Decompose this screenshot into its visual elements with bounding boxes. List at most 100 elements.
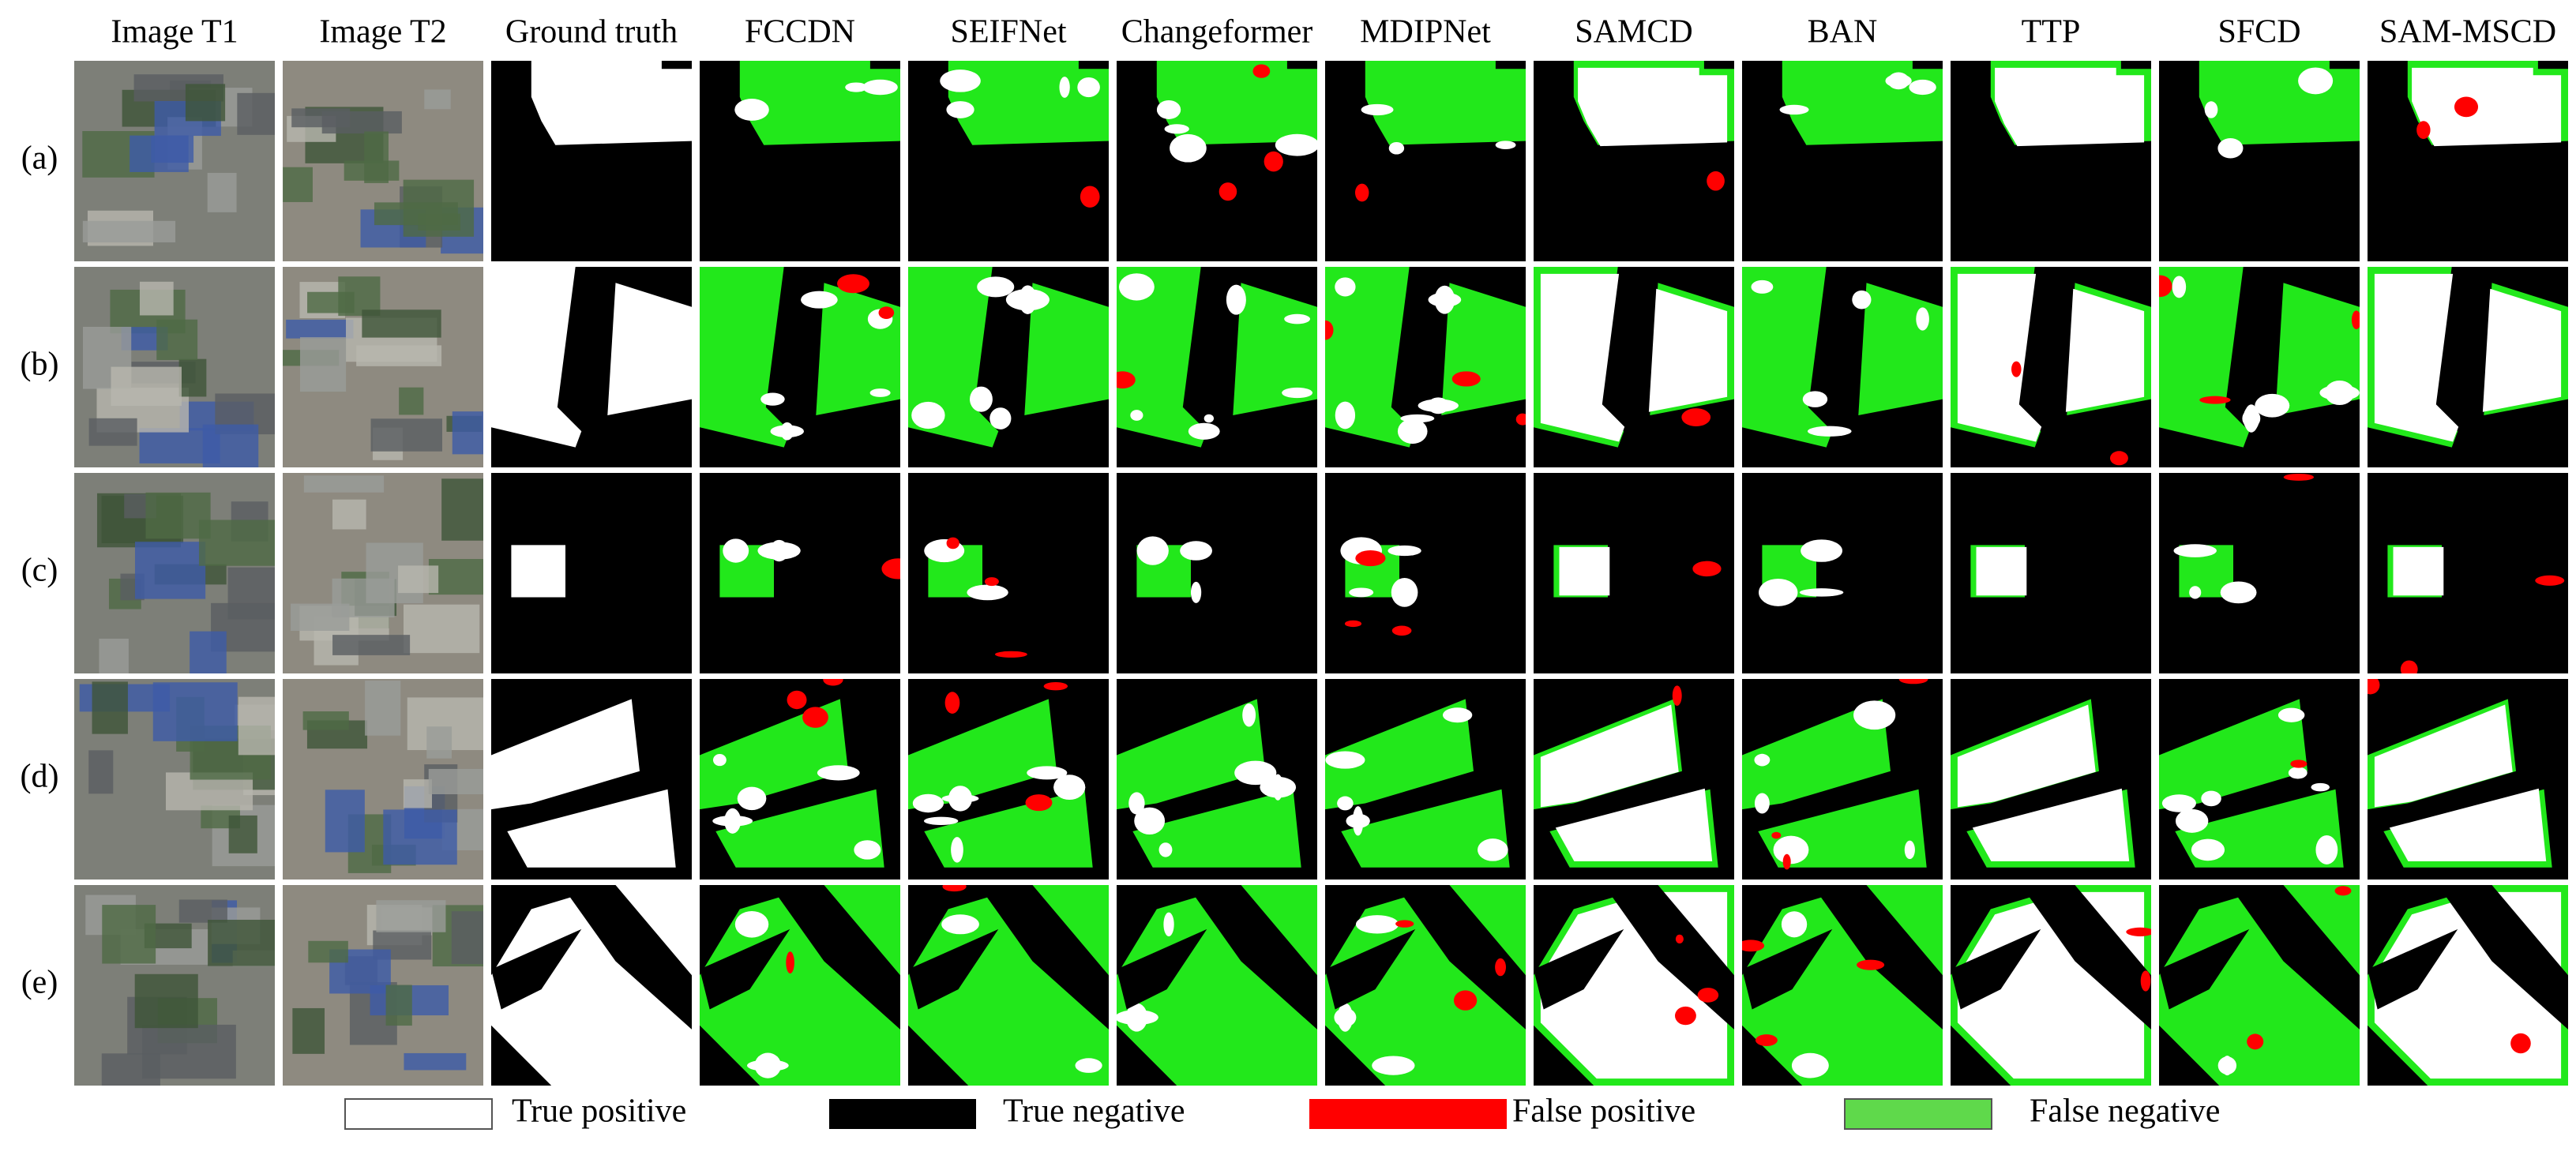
- satellite-image: [74, 61, 275, 261]
- change-map: [1325, 679, 1526, 880]
- true-positive: [941, 914, 979, 935]
- panel-content: [700, 679, 900, 880]
- image-texture: [452, 411, 483, 455]
- panel-content: [908, 61, 1109, 261]
- true-positive: [1234, 760, 1277, 786]
- change-map: [1117, 679, 1317, 880]
- true-positive: [911, 401, 945, 429]
- change-map: [2368, 885, 2568, 1086]
- false-positive: [1395, 920, 1414, 928]
- panel-content: [283, 679, 483, 880]
- false-negative: [1742, 699, 1891, 810]
- true-positive: [2311, 782, 2330, 792]
- true-negative: [561, 885, 692, 1030]
- image-texture: [92, 681, 128, 734]
- image-texture: [292, 1007, 325, 1054]
- false-positive: [1898, 679, 1928, 685]
- true-positive: [1059, 77, 1070, 98]
- false-negative: [700, 267, 790, 448]
- true-positive: [1349, 587, 1374, 598]
- true-negative: [2229, 885, 2360, 1030]
- true-positive: [1397, 418, 1428, 444]
- image-texture: [207, 172, 237, 212]
- true-positive: [2277, 707, 2305, 722]
- true-positive: [1325, 751, 1365, 769]
- satellite-image: [283, 885, 483, 1086]
- row-label: (b): [21, 347, 59, 383]
- column-header: Image T2: [319, 14, 446, 51]
- panel-content: [1325, 885, 1526, 1086]
- change-map: [1534, 679, 1734, 880]
- true-positive: [1284, 313, 1311, 324]
- true-positive: [1158, 842, 1173, 857]
- true-positive: [2389, 788, 2547, 861]
- image-texture: [365, 681, 401, 736]
- true-positive: [2175, 808, 2209, 833]
- true-positive: [2298, 67, 2334, 95]
- panel-content: [908, 679, 1109, 880]
- true-positive: [1754, 753, 1771, 767]
- true-positive: [1363, 105, 1391, 114]
- true-positive: [1204, 414, 1215, 423]
- true-positive: [2374, 704, 2513, 808]
- image-texture: [202, 424, 259, 467]
- false-negative: [1132, 789, 1301, 868]
- false-positive: [837, 274, 869, 294]
- true-positive: [1759, 586, 1797, 599]
- true-positive: [1976, 546, 2027, 596]
- legend-label: True positive: [512, 1093, 686, 1130]
- change-map: [700, 885, 900, 1086]
- true-positive: [1807, 426, 1852, 437]
- true-positive: [2217, 137, 2244, 159]
- change-map: [908, 267, 1109, 467]
- false-positive: [1672, 685, 1682, 706]
- true-positive: [989, 407, 1012, 429]
- true-positive: [1495, 141, 1516, 149]
- image-texture: [376, 900, 446, 932]
- false-positive: [1451, 371, 1481, 387]
- panel-content: [74, 473, 275, 673]
- true-positive: [801, 291, 838, 309]
- image-texture: [99, 638, 129, 673]
- panel-content: [2368, 267, 2568, 467]
- change-map: [1117, 61, 1317, 261]
- image-texture: [139, 281, 174, 316]
- change-map: [1742, 679, 1943, 880]
- false-negative: [1325, 699, 1474, 810]
- true-positive: [1335, 277, 1356, 297]
- false-positive: [1355, 550, 1386, 567]
- true-positive: [869, 388, 891, 397]
- true-positive: [2181, 546, 2209, 555]
- false-positive: [1782, 853, 1791, 870]
- image-texture: [152, 682, 238, 741]
- image-texture: [325, 790, 365, 853]
- image-texture: [403, 779, 432, 808]
- satellite-image: [283, 267, 483, 467]
- false-positive: [1117, 371, 1136, 389]
- panel-content: [2159, 267, 2360, 467]
- image-texture: [362, 309, 441, 338]
- true-positive: [1388, 141, 1405, 155]
- change-map: [1534, 473, 1734, 673]
- true-positive: [781, 422, 794, 440]
- change-map: [2159, 679, 2360, 880]
- change-map: [700, 61, 900, 261]
- change-map: [2368, 473, 2568, 673]
- false-positive: [823, 679, 843, 686]
- image-texture: [404, 1052, 467, 1071]
- true-positive: [2220, 581, 2257, 604]
- column-header: SAMCD: [1575, 14, 1692, 51]
- true-positive: [1130, 410, 1143, 421]
- true-positive: [1540, 273, 1625, 442]
- column-header: Image T1: [111, 14, 238, 51]
- panel-content: [1951, 61, 2151, 261]
- true-positive: [507, 789, 676, 868]
- change-map: [2368, 61, 2568, 261]
- change-map: [700, 679, 900, 880]
- change-map: [1117, 473, 1317, 673]
- true-positive: [1779, 104, 1809, 115]
- true-positive: [2191, 838, 2225, 861]
- true-positive: [1555, 788, 1713, 861]
- false-positive: [1453, 990, 1478, 1011]
- panel-content: [1742, 885, 1943, 1086]
